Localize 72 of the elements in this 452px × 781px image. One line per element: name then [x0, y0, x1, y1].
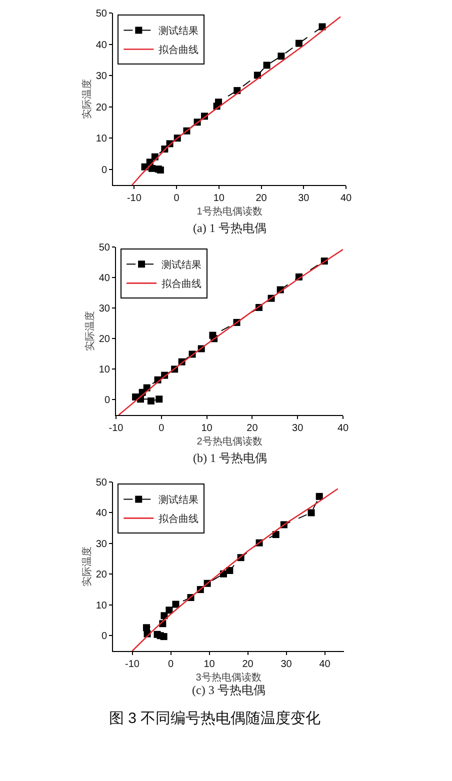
y-axis-title: 实际温度 — [80, 546, 93, 586]
x-tick-label: 40 — [337, 423, 349, 434]
text: (c) 3 号热电偶 — [192, 683, 266, 697]
x-tick-label: 20 — [242, 659, 254, 670]
x-axis-title: 1号热电偶读数 — [196, 206, 262, 218]
x-tick-label: 30 — [292, 423, 304, 434]
y-tick-label: 10 — [96, 600, 108, 612]
point — [147, 397, 154, 404]
x-axis-title: 3号热电偶读数 — [196, 672, 262, 684]
text: (b) 1 号热电偶 — [193, 451, 267, 465]
point — [308, 509, 315, 516]
point — [226, 566, 234, 574]
x-tick-label: 20 — [246, 423, 258, 434]
y-tick-label: 20 — [96, 570, 108, 581]
y-tick-label: 20 — [96, 102, 108, 114]
y-tick-label: 40 — [98, 273, 110, 284]
x-tick-label: 0 — [174, 193, 180, 204]
point — [254, 72, 261, 79]
x-tick-label: 20 — [256, 193, 268, 204]
point — [272, 531, 280, 538]
point — [295, 40, 302, 47]
caption: 图 3 不同编号热电偶随温度变化 — [109, 710, 321, 727]
legend-label: 拟合曲线 — [158, 513, 199, 526]
x-tick-label: 0 — [158, 423, 165, 434]
y-tick-label: 0 — [104, 395, 110, 406]
y-tick-label: 50 — [96, 478, 108, 488]
x-tick-label: -10 — [108, 423, 124, 434]
point — [209, 332, 216, 339]
text: (a) 1 号热电偶 — [193, 221, 266, 235]
x-tick-label: -10 — [126, 193, 142, 204]
x-tick-label: -10 — [125, 659, 140, 670]
point — [316, 492, 323, 500]
x-tick-label: 40 — [319, 659, 331, 670]
legend-label: 测试结果 — [162, 259, 202, 272]
y-tick-label: 50 — [96, 8, 108, 20]
point — [166, 606, 173, 614]
y-axis-title: 实际温度 — [84, 311, 96, 351]
legend-label: 测试结果 — [158, 494, 199, 506]
point — [143, 624, 150, 632]
y-tick-label: 0 — [101, 164, 108, 176]
x-tick-label: 30 — [298, 193, 310, 204]
line-series — [131, 16, 342, 185]
y-tick-label: 30 — [98, 304, 110, 315]
y-tick-label: 40 — [96, 40, 108, 51]
legend-label: 拟合曲线 — [162, 278, 202, 290]
line-series — [118, 248, 343, 415]
y-tick-label: 0 — [101, 631, 108, 642]
x-tick-label: 10 — [201, 423, 213, 434]
point — [278, 52, 285, 60]
y-tick-label: 40 — [96, 508, 108, 520]
y-tick-label: 20 — [98, 334, 110, 346]
x-tick-label: 0 — [168, 659, 174, 670]
y-tick-label: 10 — [96, 134, 108, 145]
x-tick-label: 10 — [204, 659, 216, 670]
point — [172, 600, 180, 608]
line-series — [132, 488, 338, 651]
point — [156, 396, 163, 403]
x-tick-label: 10 — [213, 193, 225, 204]
y-tick-label: 30 — [96, 71, 108, 82]
point — [214, 98, 222, 106]
y-tick-label: 10 — [98, 364, 110, 376]
legend-label: 测试结果 — [158, 25, 199, 38]
x-tick-label: 40 — [340, 193, 352, 204]
x-tick-label: 30 — [280, 659, 292, 670]
x-axis-title: 2号热电偶读数 — [196, 436, 262, 448]
y-axis-title: 实际温度 — [80, 79, 93, 119]
y-tick-label: 50 — [98, 242, 110, 254]
point — [148, 164, 156, 172]
point — [154, 630, 161, 638]
y-tick-label: 30 — [96, 538, 108, 550]
legend-label: 拟合曲线 — [158, 44, 199, 56]
point — [263, 62, 270, 69]
